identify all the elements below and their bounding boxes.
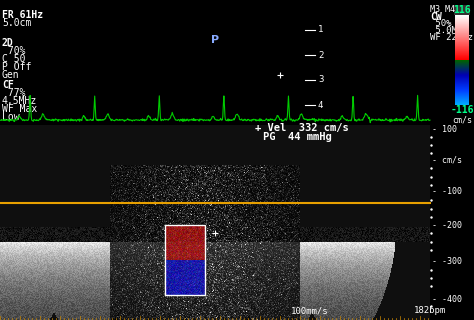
Text: 2D: 2D [2,38,14,48]
Text: 3: 3 [318,76,323,84]
Text: Low: Low [2,112,19,122]
FancyBboxPatch shape [455,15,469,28]
Text: - -100: - -100 [432,188,462,196]
Text: CW: CW [430,12,442,22]
Text: 4: 4 [318,100,323,109]
Text: CF: CF [2,80,14,90]
Text: P: P [211,35,219,45]
Text: 50%: 50% [430,19,452,28]
Text: 70%: 70% [2,46,26,56]
FancyBboxPatch shape [454,5,470,15]
Text: WF 225Hz: WF 225Hz [430,33,473,42]
FancyBboxPatch shape [455,41,469,53]
Text: 1: 1 [318,26,323,35]
Text: 5.0MHz: 5.0MHz [430,26,468,35]
Text: 182bpm: 182bpm [414,306,446,315]
Text: - cm/s: - cm/s [432,156,462,164]
FancyBboxPatch shape [455,53,469,67]
Text: 100mm/s: 100mm/s [291,306,329,315]
Text: cm/s: cm/s [452,116,472,124]
Text: FR 61Hz: FR 61Hz [2,10,43,20]
Text: 5.0cm: 5.0cm [2,18,31,28]
Bar [165,225,205,295]
Text: 4.5MHz: 4.5MHz [2,96,37,106]
Text: C 50: C 50 [2,54,26,64]
Text: P Off: P Off [2,62,31,72]
Text: WF Max: WF Max [2,104,37,114]
FancyBboxPatch shape [455,67,469,79]
Text: - -300: - -300 [432,258,462,267]
FancyBboxPatch shape [455,79,469,92]
FancyBboxPatch shape [455,28,469,41]
Text: 2: 2 [318,51,323,60]
Text: -116: -116 [450,105,474,115]
FancyBboxPatch shape [455,92,469,105]
Text: - -400: - -400 [432,295,462,305]
Text: - 100: - 100 [432,125,457,134]
Text: 77%: 77% [2,88,26,98]
Text: M3 M4: M3 M4 [430,5,455,14]
Text: 116: 116 [453,5,471,15]
Text: + Vel  332 cm/s: + Vel 332 cm/s [255,123,349,133]
Text: PG  44 mmHg: PG 44 mmHg [263,132,332,142]
Text: - -200: - -200 [432,220,462,229]
Text: Gen: Gen [2,70,19,80]
